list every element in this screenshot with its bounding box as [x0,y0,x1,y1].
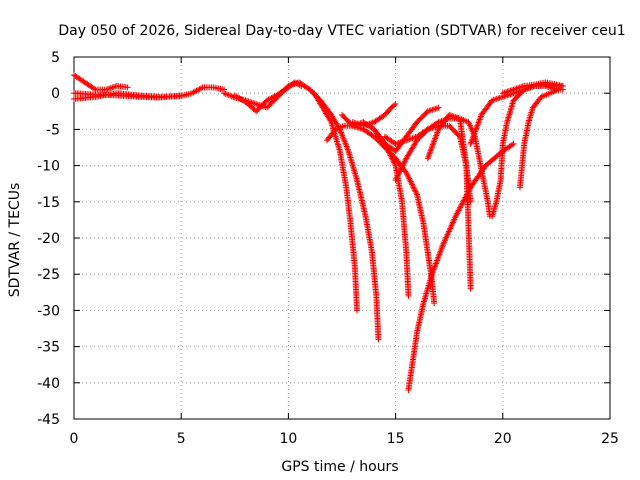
x-tick-label: 15 [387,431,405,447]
data-point [375,336,382,343]
series-track-18 [516,86,566,191]
data-point [178,92,185,99]
data-point-fill [411,187,418,194]
x-tick-label: 20 [494,431,512,447]
x-tick-labels: 0 5 10 15 20 25 [70,431,619,447]
series-track-07 [306,86,382,343]
data-point-fill [405,174,412,181]
chart-title: Day 050 of 2026, Sidereal Day-to-day VTE… [58,23,625,39]
data-point-fill [394,174,401,181]
data-point-fill [413,190,420,197]
data-point [510,140,517,147]
data-point-fill [411,185,418,192]
data-point-fill [110,83,117,90]
y-tick-label: 0 [51,86,60,102]
series-track-13 [392,115,493,220]
data-point [431,300,438,307]
data-point-fill [400,161,407,168]
data-point-fill [408,179,415,186]
data-point-fill [109,84,116,91]
data-point-fill [498,94,505,101]
data-point-fill [396,169,403,176]
y-tick-label: -10 [37,159,60,175]
data-point-fill [398,165,405,172]
series-track-11 [371,104,442,155]
series-track-05 [231,79,305,115]
data-point-fill [430,106,437,113]
series-track-15 [424,111,474,292]
x-tick-label: 25 [601,431,619,447]
data-point-fill [496,94,503,101]
y-tick-label: -40 [37,376,60,392]
y-tick-label: -25 [37,267,60,283]
data-point [124,84,131,91]
series-track-10 [349,101,399,129]
data-point [354,307,361,314]
data-point-fill [404,171,411,178]
data-point-fill [495,95,502,102]
data-point-fill [396,168,403,175]
axis-ticks [73,56,611,420]
x-tick-label: 5 [177,431,186,447]
data-point-fill [391,102,398,109]
data-point-fill [397,166,404,173]
x-axis-title: GPS time / hours [281,459,398,475]
data-point-fill [410,184,417,191]
data-point-fill [106,85,113,92]
series-track-06 [311,90,361,314]
data-point-fill [104,86,111,93]
data-point-fill [401,159,408,166]
data-point [435,104,442,111]
data-point-fill [391,161,398,168]
y-tick-label: -30 [37,303,60,319]
data-point-fill [412,188,419,195]
data-point [467,198,474,205]
series-track-03 [71,90,185,101]
series-track-08 [323,119,412,299]
x-tick-label: 10 [279,431,297,447]
data-point-fill [406,175,413,182]
data-points [71,72,566,394]
data-point [392,177,399,184]
data-point-fill [409,182,416,189]
data-point-fill [401,158,408,165]
series-track-09 [339,111,438,307]
data-point-fill [404,172,411,179]
y-tick-label: 5 [51,50,60,66]
data-point-fill [393,175,400,182]
data-point [405,292,412,299]
data-point-fill [394,172,401,179]
y-tick-labels: 5 0 -5 -10 -15 -20 -25 -30 -35 -40 -45 [37,50,60,428]
y-axis-title: SDTVAR / TECUs [7,183,23,298]
y-tick-label: -15 [37,195,60,211]
data-point-fill [407,178,414,185]
data-point-fill [395,171,402,178]
data-point-fill [399,164,406,171]
data-point [403,169,410,176]
data-point-fill [434,120,441,127]
series-track-01 [71,72,131,93]
data-point-fill [406,177,413,184]
y-tick-label: -35 [37,340,60,356]
data-point [467,285,474,292]
y-tick-label: -45 [37,412,60,428]
y-tick-label: -5 [46,122,60,138]
data-point-fill [91,85,98,92]
data-point-fill [433,105,440,112]
data-point-fill [399,162,406,169]
y-tick-label: -20 [37,231,60,247]
x-tick-label: 0 [70,431,79,447]
data-point-fill [432,105,439,112]
data-point-fill [107,85,114,92]
data-point [298,82,305,89]
data-point-fill [493,95,500,102]
series-track-19 [499,79,566,97]
data-point [392,101,399,108]
data-point [559,82,566,89]
data-point-fill [429,106,436,113]
data-point-fill [509,141,516,148]
data-point-fill [409,181,416,188]
